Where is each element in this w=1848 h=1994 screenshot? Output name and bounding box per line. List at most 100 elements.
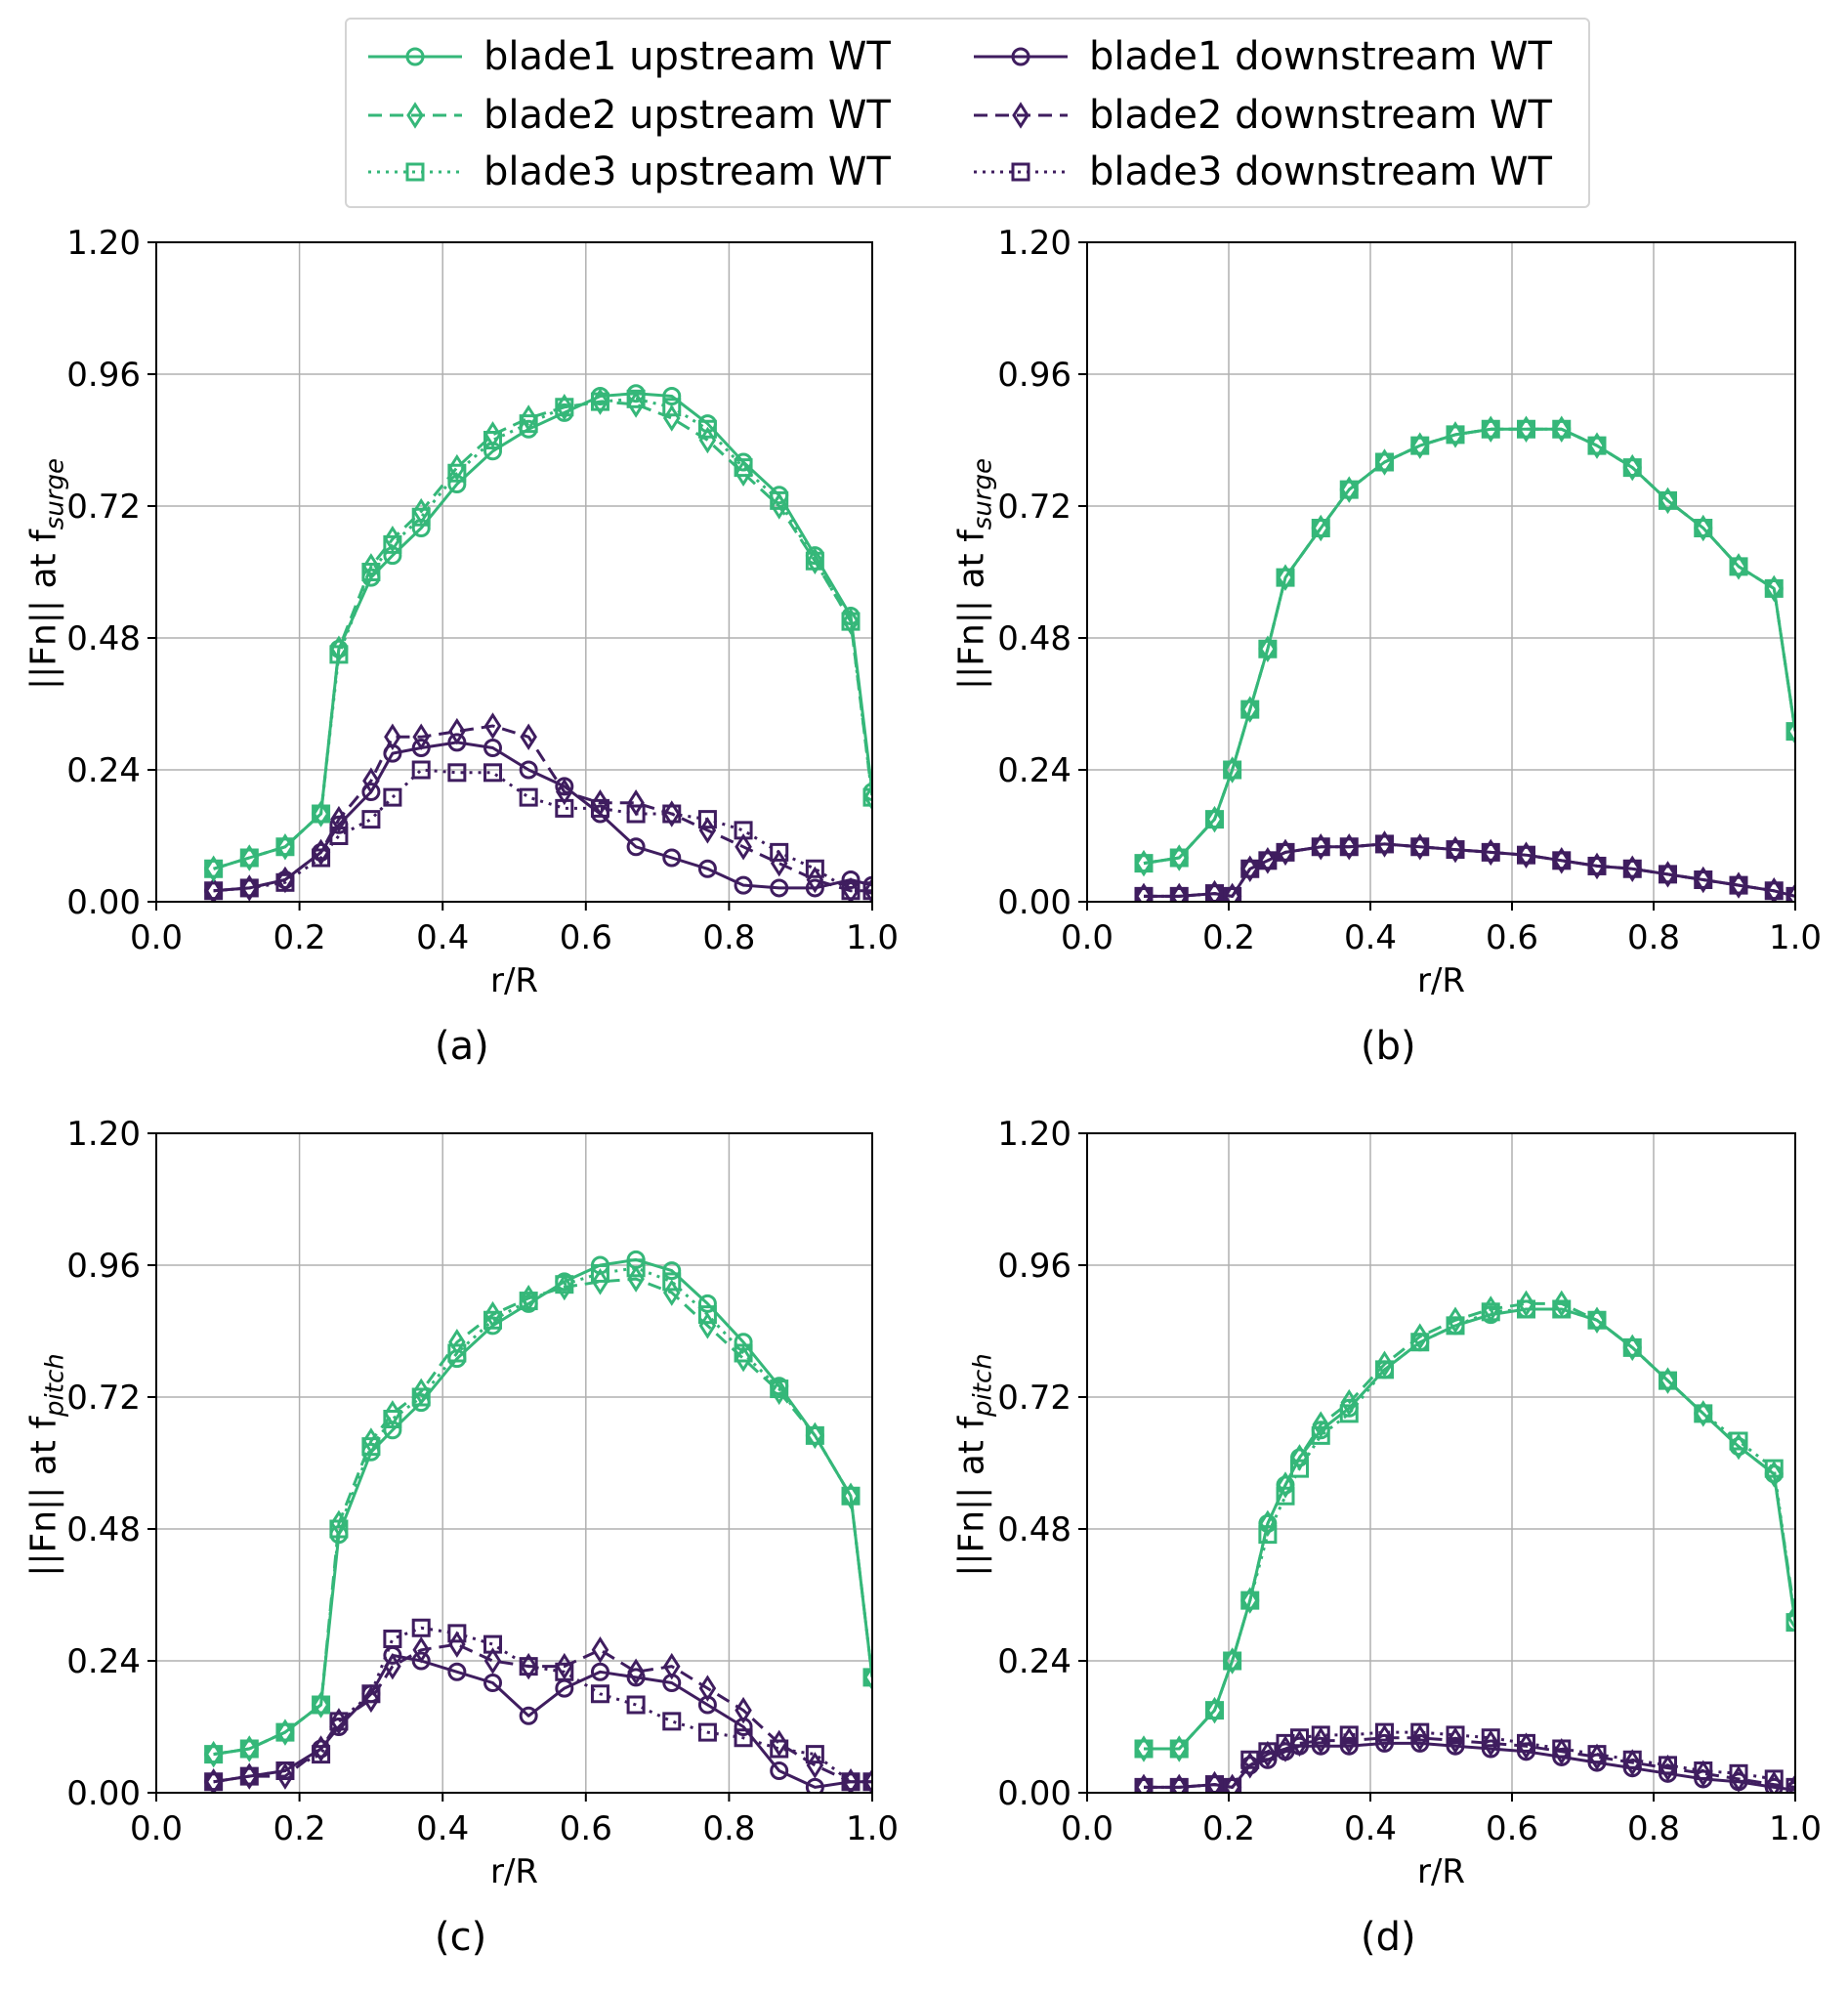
data-point — [1258, 851, 1278, 870]
data-point — [483, 1647, 502, 1675]
series-line-blade3-downstream-wt — [213, 768, 872, 893]
data-point — [1623, 855, 1642, 883]
data-point — [805, 1425, 824, 1445]
data-point — [329, 827, 349, 845]
data-point — [1240, 700, 1260, 719]
data-point — [1340, 1388, 1359, 1417]
data-point — [590, 392, 609, 411]
data-point — [240, 844, 259, 871]
data-point — [239, 1766, 259, 1786]
data-point — [555, 398, 574, 417]
x-tick-label: 0.8 — [702, 918, 755, 957]
data-point — [770, 849, 788, 877]
x-tick-label: 0.6 — [560, 1809, 612, 1848]
x-tick-label: 0.4 — [416, 1809, 469, 1848]
x-tick-label: 0.2 — [1202, 1809, 1255, 1848]
data-point — [1730, 871, 1747, 899]
x-tick-label: 1.0 — [846, 918, 899, 957]
data-point — [1588, 1306, 1606, 1335]
data-point — [770, 1379, 789, 1399]
data-point — [1588, 1743, 1606, 1771]
axes-frame — [1086, 241, 1796, 903]
data-point — [662, 1652, 681, 1680]
data-point — [1240, 1591, 1260, 1610]
legend-swatch — [974, 102, 1068, 129]
data-point — [1223, 1777, 1242, 1793]
data-point — [1481, 1728, 1500, 1748]
data-point — [1240, 1752, 1259, 1779]
data-point — [863, 1767, 872, 1793]
data-point — [1729, 1763, 1748, 1783]
data-point — [204, 859, 224, 878]
data-point — [806, 547, 824, 575]
data-point — [841, 870, 861, 889]
data-point — [1375, 1722, 1394, 1742]
data-point — [1410, 436, 1430, 455]
data-point — [1517, 1733, 1535, 1753]
data-point — [1659, 1754, 1677, 1782]
x-tick-label: 0.2 — [1202, 918, 1255, 957]
x-tick-label: 0.6 — [1486, 918, 1538, 957]
legend-marker-diamond — [406, 102, 424, 129]
data-point — [863, 1664, 872, 1691]
data-point — [1312, 832, 1330, 861]
data-point — [1659, 490, 1677, 510]
data-point — [240, 1735, 259, 1762]
data-point — [734, 458, 753, 478]
data-point — [770, 492, 788, 520]
y-axis-title: ||Fn|| at fsurge — [952, 417, 998, 730]
legend-marker-square — [405, 162, 425, 182]
data-point — [1205, 879, 1224, 902]
data-point — [447, 463, 467, 483]
data-point — [1276, 842, 1295, 862]
data-point — [1277, 564, 1294, 591]
data-point — [1764, 1769, 1784, 1789]
data-point — [1659, 487, 1677, 515]
data-point — [555, 798, 574, 818]
data-point — [591, 388, 609, 415]
data-point — [770, 490, 789, 510]
data-point — [591, 1635, 609, 1664]
data-point — [312, 848, 331, 868]
data-point — [1169, 848, 1189, 868]
data-point — [447, 1343, 467, 1363]
data-point — [1169, 1739, 1189, 1759]
data-point — [1290, 1728, 1309, 1748]
data-point — [697, 1305, 717, 1325]
data-point — [411, 1651, 431, 1671]
y-tick-label: 1.20 — [997, 224, 1071, 263]
data-point — [735, 832, 752, 861]
series-line-blade2-upstream-wt — [1144, 1301, 1795, 1751]
data-point — [447, 763, 467, 783]
series-line-blade2-downstream-wt — [1144, 1736, 1795, 1789]
legend-label: blade2 downstream WT — [1089, 93, 1552, 138]
data-point — [662, 1712, 682, 1731]
data-point — [1785, 1777, 1795, 1793]
data-point — [1340, 1726, 1359, 1755]
data-point — [204, 1772, 224, 1792]
series-line-blade1-upstream-wt — [213, 1257, 872, 1757]
legend-item-blade3-downstream-wt: blade3 downstream WT — [972, 145, 1552, 199]
data-point — [240, 874, 259, 902]
y-tick-label: 0.24 — [66, 751, 141, 790]
y-tick-label: 0.00 — [997, 883, 1071, 922]
legend-marker-circle — [1011, 47, 1030, 66]
data-point — [1622, 1750, 1642, 1769]
data-point — [312, 1691, 330, 1718]
data-point — [1340, 832, 1359, 861]
data-point — [1517, 415, 1535, 444]
x-tick-label: 1.0 — [846, 1809, 899, 1848]
data-point — [519, 414, 538, 434]
data-point — [1765, 1460, 1784, 1488]
data-point — [1410, 837, 1430, 857]
legend-swatch — [368, 102, 462, 129]
data-point — [1240, 859, 1260, 878]
series-line-blade1-upstream-wt — [1143, 427, 1795, 866]
data-point — [626, 804, 646, 824]
data-point — [1170, 1773, 1189, 1793]
data-point — [240, 1762, 259, 1790]
y-tick-label: 0.48 — [66, 1510, 141, 1549]
data-point — [662, 804, 682, 824]
data-point — [330, 1708, 348, 1735]
